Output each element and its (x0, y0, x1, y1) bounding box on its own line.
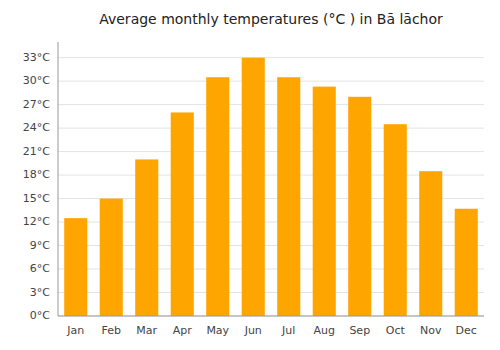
grid-line (58, 316, 484, 317)
y-tick-label: 21°C (23, 145, 50, 158)
grid-line (58, 104, 484, 105)
y-tick-label: 0°C (30, 309, 50, 322)
bar (348, 97, 371, 316)
y-tick-label: 27°C (23, 98, 50, 111)
y-tick-label: 15°C (23, 192, 50, 205)
bars (64, 58, 478, 316)
chart: Average monthly temperatures (°C ) in Bā… (0, 0, 500, 350)
x-tick-label: Jan (66, 324, 84, 337)
x-tick-label: Jul (281, 324, 295, 337)
bar (206, 77, 229, 316)
x-tick-label: Jun (244, 324, 262, 337)
y-tick-label: 18°C (23, 168, 50, 181)
grid-line (58, 151, 484, 152)
x-tick-label: Feb (102, 324, 121, 337)
x-tick-label: Dec (456, 324, 477, 337)
title: Average monthly temperatures (°C ) in Bā… (99, 11, 443, 27)
grid-line (58, 57, 484, 58)
y-tick-label: 12°C (23, 215, 50, 228)
x-tick-label: Mar (136, 324, 157, 337)
x-tick-label: Sep (349, 324, 370, 337)
grid-line (58, 128, 484, 129)
page: {"chart_data": {"type": "bar", "title": … (0, 0, 500, 350)
bar (313, 87, 336, 316)
bar (277, 77, 300, 316)
bar (64, 218, 87, 316)
y-tick-label: 3°C (30, 286, 50, 299)
bar (242, 58, 265, 316)
bar (171, 112, 194, 316)
x-axis-line (58, 316, 484, 317)
x-tick-label: Oct (386, 324, 406, 337)
y-tick-label: 6°C (30, 262, 50, 275)
grid-line (58, 81, 484, 82)
bar (419, 171, 442, 316)
bar (384, 124, 407, 316)
x-tick-label: Nov (420, 324, 442, 337)
bar (100, 199, 123, 316)
y-axis-line (58, 42, 59, 316)
x-tick-label: Aug (314, 324, 335, 337)
y-tick-label: 30°C (23, 74, 50, 87)
x-tick-label: Apr (173, 324, 193, 337)
bar (135, 159, 158, 316)
y-tick-label: 9°C (30, 239, 50, 252)
grid (58, 58, 484, 316)
y-tick-label: 24°C (23, 121, 50, 134)
bar (455, 209, 478, 316)
x-tick-label: May (206, 324, 229, 337)
y-tick-label: 33°C (23, 51, 50, 64)
